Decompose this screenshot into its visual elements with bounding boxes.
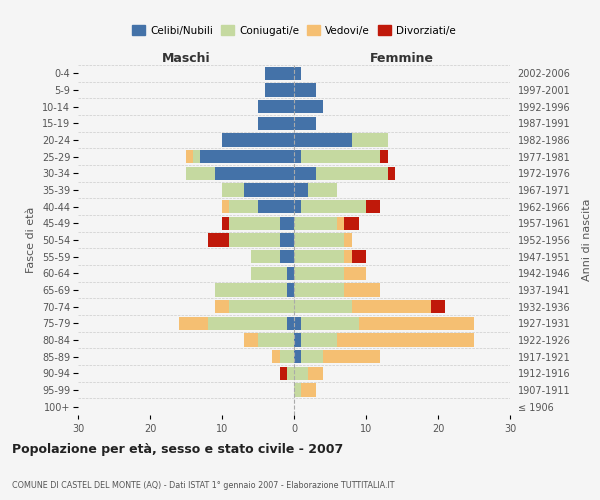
Bar bbox=[258, 334, 294, 346]
Text: Femmine: Femmine bbox=[370, 52, 434, 65]
Bar bbox=[344, 234, 352, 246]
Bar bbox=[294, 384, 301, 396]
Text: Popolazione per età, sesso e stato civile - 2007: Popolazione per età, sesso e stato civil… bbox=[12, 442, 343, 456]
Bar bbox=[294, 316, 301, 330]
Bar bbox=[258, 100, 294, 114]
Text: COMUNE DI CASTEL DEL MONTE (AQ) - Dati ISTAT 1° gennaio 2007 - Elaborazione TUTT: COMUNE DI CASTEL DEL MONTE (AQ) - Dati I… bbox=[12, 480, 395, 490]
Bar bbox=[193, 150, 200, 164]
Bar bbox=[431, 300, 445, 314]
Bar bbox=[344, 216, 359, 230]
Bar bbox=[222, 216, 229, 230]
Bar bbox=[308, 184, 337, 196]
Bar bbox=[280, 366, 287, 380]
Bar bbox=[323, 350, 380, 364]
Bar bbox=[280, 250, 294, 264]
Bar bbox=[380, 150, 388, 164]
Bar bbox=[287, 284, 294, 296]
Bar bbox=[301, 316, 359, 330]
Legend: Celibi/Nubili, Coniugati/e, Vedovi/e, Divorziati/e: Celibi/Nubili, Coniugati/e, Vedovi/e, Di… bbox=[128, 21, 460, 40]
Bar bbox=[222, 134, 294, 146]
Bar bbox=[280, 234, 294, 246]
Bar bbox=[294, 334, 301, 346]
Bar bbox=[337, 216, 344, 230]
Bar bbox=[280, 216, 294, 230]
Bar bbox=[308, 366, 323, 380]
Bar bbox=[222, 200, 229, 213]
Bar bbox=[229, 300, 294, 314]
Bar bbox=[301, 334, 337, 346]
Bar bbox=[229, 216, 280, 230]
Bar bbox=[179, 316, 208, 330]
Bar bbox=[352, 250, 366, 264]
Bar bbox=[294, 234, 344, 246]
Bar bbox=[344, 266, 366, 280]
Bar bbox=[294, 216, 337, 230]
Bar bbox=[280, 350, 294, 364]
Bar bbox=[301, 384, 316, 396]
Text: Maschi: Maschi bbox=[161, 52, 211, 65]
Bar bbox=[258, 200, 294, 213]
Bar bbox=[352, 300, 431, 314]
Bar bbox=[208, 316, 287, 330]
Bar bbox=[229, 200, 258, 213]
Bar bbox=[301, 350, 323, 364]
Bar bbox=[222, 184, 244, 196]
Bar bbox=[294, 116, 316, 130]
Bar bbox=[251, 250, 280, 264]
Bar bbox=[294, 84, 316, 96]
Bar bbox=[344, 250, 352, 264]
Bar bbox=[294, 300, 352, 314]
Bar bbox=[208, 234, 229, 246]
Bar bbox=[294, 266, 344, 280]
Bar bbox=[301, 150, 380, 164]
Bar bbox=[287, 266, 294, 280]
Bar bbox=[215, 166, 294, 180]
Bar bbox=[251, 266, 287, 280]
Bar bbox=[294, 350, 301, 364]
Bar bbox=[316, 166, 388, 180]
Bar bbox=[287, 366, 294, 380]
Bar bbox=[294, 250, 344, 264]
Bar bbox=[294, 184, 308, 196]
Bar bbox=[272, 350, 280, 364]
Bar bbox=[200, 150, 294, 164]
Bar bbox=[287, 316, 294, 330]
Bar bbox=[359, 316, 474, 330]
Bar bbox=[215, 300, 229, 314]
Bar bbox=[294, 150, 301, 164]
Bar bbox=[186, 166, 215, 180]
Bar bbox=[265, 84, 294, 96]
Bar bbox=[352, 134, 388, 146]
Bar bbox=[258, 116, 294, 130]
Bar bbox=[186, 150, 193, 164]
Bar bbox=[366, 200, 380, 213]
Bar bbox=[294, 134, 352, 146]
Bar bbox=[265, 66, 294, 80]
Y-axis label: Anni di nascita: Anni di nascita bbox=[581, 198, 592, 281]
Bar bbox=[388, 166, 395, 180]
Bar bbox=[294, 284, 344, 296]
Y-axis label: Fasce di età: Fasce di età bbox=[26, 207, 37, 273]
Bar bbox=[294, 166, 316, 180]
Bar bbox=[294, 200, 301, 213]
Bar bbox=[294, 366, 308, 380]
Bar bbox=[244, 334, 258, 346]
Bar bbox=[294, 100, 323, 114]
Bar bbox=[301, 200, 366, 213]
Bar bbox=[244, 184, 294, 196]
Bar bbox=[229, 234, 280, 246]
Bar bbox=[294, 66, 301, 80]
Bar bbox=[344, 284, 380, 296]
Bar bbox=[337, 334, 474, 346]
Bar bbox=[215, 284, 287, 296]
